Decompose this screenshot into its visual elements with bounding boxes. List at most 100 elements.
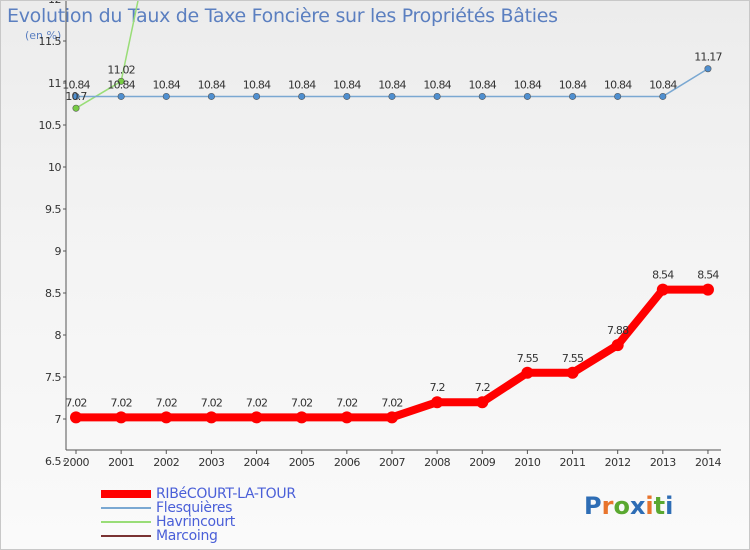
x-tick-label: 2005 — [289, 456, 315, 469]
data-point — [298, 92, 306, 100]
data-point — [701, 283, 714, 296]
data-point — [207, 92, 215, 100]
x-tick-label: 2006 — [334, 456, 360, 469]
data-label: 7.88 — [607, 324, 629, 337]
data-point — [115, 411, 128, 424]
data-point — [295, 411, 308, 424]
y-tick-label: 10 — [48, 161, 61, 174]
x-tick-label: 2007 — [379, 456, 405, 469]
y-tick-label: 8.5 — [45, 287, 61, 300]
logo-letter: r — [601, 492, 614, 520]
data-label: 10.84 — [423, 78, 451, 91]
data-point — [476, 396, 489, 409]
data-point — [160, 411, 173, 424]
logo-letter: x — [629, 492, 646, 520]
x-tick-label: 2010 — [514, 456, 540, 469]
data-point — [431, 396, 444, 409]
data-point — [521, 366, 534, 379]
series-flesqui-res — [72, 65, 712, 100]
y-tick-label: 11 — [48, 77, 61, 90]
data-point — [478, 92, 486, 100]
x-tick-label: 2013 — [650, 456, 676, 469]
data-point — [253, 92, 261, 100]
y-tick-label: 9.5 — [45, 203, 61, 216]
data-point — [659, 92, 667, 100]
y-tick-label: 6.5 — [45, 455, 61, 468]
data-label: 7.02 — [156, 396, 177, 409]
data-point — [162, 92, 170, 100]
series-layer — [70, 1, 714, 424]
x-tick-label: 2001 — [108, 456, 134, 469]
data-label: 8.54 — [652, 269, 674, 282]
x-tick-label: 2011 — [560, 456, 586, 469]
data-point — [72, 92, 80, 100]
line-chart: 6.577.588.599.51010.51111.51212.51313.51… — [39, 1, 723, 469]
data-point — [385, 411, 398, 424]
y-tick-label: 7 — [55, 413, 62, 426]
data-label: 7.55 — [562, 352, 584, 365]
data-point — [117, 92, 125, 100]
proxiti-logo: Proxiti — [584, 492, 673, 520]
data-label: 10.84 — [469, 78, 497, 91]
y-tick-label: 7.5 — [45, 371, 61, 384]
data-point — [614, 92, 622, 100]
y-tick-label: 11.5 — [39, 35, 62, 48]
data-point — [569, 92, 577, 100]
data-label: 11.17 — [694, 51, 722, 64]
x-tick-label: 2012 — [605, 456, 631, 469]
x-tick-label: 2009 — [469, 456, 495, 469]
data-label: 10.84 — [333, 78, 361, 91]
data-label: 10.84 — [107, 78, 135, 91]
data-label: 7.55 — [517, 352, 539, 365]
data-label: 10.84 — [288, 78, 316, 91]
legend-swatch — [101, 490, 151, 498]
data-label: 10.84 — [378, 78, 406, 91]
logo-letter: i — [645, 492, 654, 520]
legend-label: Marcoing — [156, 528, 218, 544]
axes: 6.577.588.599.51010.51111.51212.51313.51… — [39, 1, 722, 469]
data-point — [656, 283, 669, 296]
data-label: 10.84 — [604, 78, 632, 91]
x-tick-label: 2004 — [244, 456, 270, 469]
series-rib-court-la-tour — [70, 283, 714, 424]
data-label: 7.02 — [110, 396, 131, 409]
data-label: 7.02 — [381, 396, 402, 409]
data-label: 7.2 — [430, 381, 445, 394]
y-tick-label: 10.5 — [39, 119, 62, 132]
logo-letter: i — [665, 492, 674, 520]
series-havrincourt — [72, 1, 139, 112]
data-point — [704, 65, 712, 73]
data-label: 10.84 — [243, 78, 271, 91]
data-label: 7.02 — [336, 396, 357, 409]
y-tick-label: 12 — [48, 1, 61, 6]
data-point — [117, 77, 125, 85]
data-label: 10.84 — [198, 78, 226, 91]
x-tick-label: 2002 — [153, 456, 179, 469]
data-point — [388, 92, 396, 100]
data-point — [611, 339, 624, 352]
data-label: 7.02 — [291, 396, 312, 409]
data-label: 7.2 — [475, 381, 490, 394]
logo-letter: o — [613, 492, 630, 520]
data-point — [72, 104, 80, 112]
data-label: 10.84 — [153, 78, 181, 91]
data-point — [250, 411, 263, 424]
data-label: 10.84 — [514, 78, 542, 91]
data-point — [523, 92, 531, 100]
data-point — [70, 411, 82, 424]
data-point — [343, 92, 351, 100]
data-label: 10.84 — [559, 78, 587, 91]
data-label: 10.7 — [65, 90, 87, 103]
data-label: 7.02 — [246, 396, 267, 409]
legend-label: RIBéCOURT-LA-TOUR — [156, 486, 296, 502]
data-point — [340, 411, 353, 424]
legend-label: Havrincourt — [156, 514, 235, 530]
data-label: 11.02 — [107, 63, 135, 76]
x-tick-label: 2014 — [695, 456, 721, 469]
logo-letter: P — [584, 492, 602, 520]
legend-swatch — [101, 507, 151, 509]
data-point — [566, 366, 579, 379]
y-tick-label: 8 — [55, 329, 62, 342]
logo-letter: t — [653, 492, 666, 520]
